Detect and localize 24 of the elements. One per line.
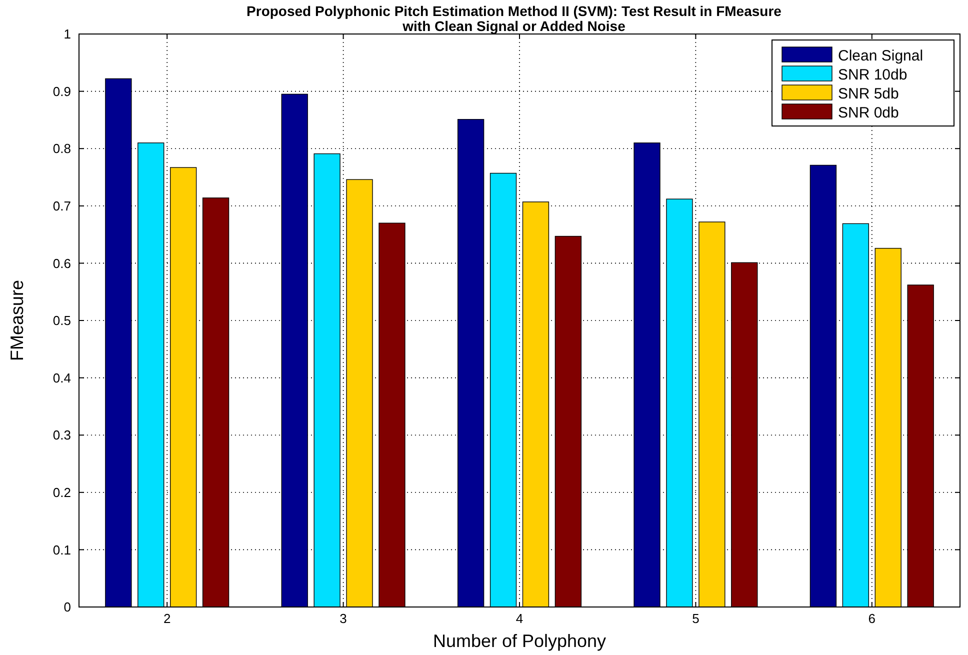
x-tick-label: 5: [692, 611, 700, 626]
chart-subtitle: with Clean Signal or Added Noise: [402, 18, 626, 34]
y-tick-label: 0.5: [52, 313, 71, 328]
y-tick-label: 0: [64, 600, 71, 615]
y-tick-label: 1: [64, 26, 71, 42]
y-tick-label: 0.4: [52, 370, 71, 386]
x-tick-label: 3: [340, 611, 347, 626]
legend-label: SNR 5db: [838, 85, 899, 102]
x-axis-title: Number of Polyphony: [432, 631, 606, 651]
y-tick-label: 0.1: [52, 542, 71, 558]
x-tick-label: 6: [868, 611, 876, 626]
legend-label: Clean Signal: [838, 47, 924, 64]
legend-label: SNR 10db: [838, 66, 908, 84]
y-tick-label: 0.8: [52, 141, 71, 156]
y-axis-title: FMeasure: [7, 280, 27, 362]
y-tick-label: 0.6: [52, 256, 71, 271]
y-tick-label: 0.3: [52, 428, 71, 443]
x-tick-label: 4: [516, 611, 524, 626]
y-tick-label: 0.9: [52, 84, 71, 99]
x-tick-label: 2: [163, 611, 171, 626]
chart-title: Proposed Polyphonic Pitch Estimation Method II (SVM): Test Result in FMeasure: [246, 3, 782, 19]
y-tick-label: 0.7: [52, 198, 71, 214]
y-tick-label: 0.2: [52, 484, 71, 500]
legend-label: SNR 0db: [838, 104, 899, 122]
